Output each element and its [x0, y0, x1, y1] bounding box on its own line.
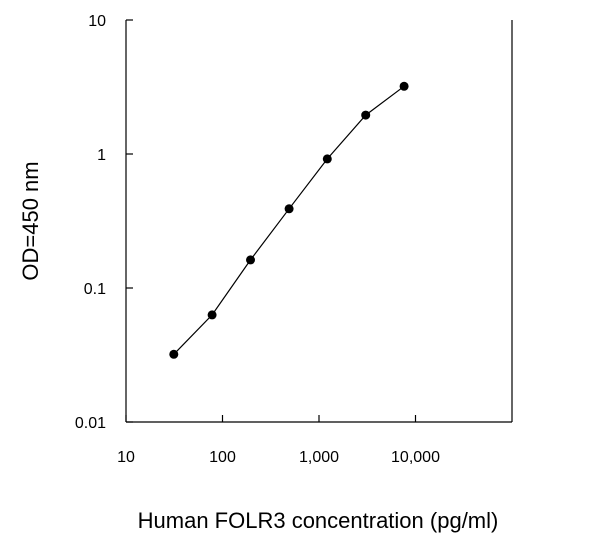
data-point — [246, 255, 255, 265]
x-axis-ticks: 10 100 1,000 10,000 — [117, 415, 440, 466]
data-point — [399, 81, 409, 91]
data-point — [169, 349, 179, 359]
series-layer — [169, 81, 409, 359]
x-tick-label: 10 — [117, 449, 135, 466]
data-point — [284, 204, 294, 214]
x-tick-label: 1,000 — [299, 449, 339, 466]
plot-frame — [125, 20, 513, 423]
y-tick-label: 0.01 — [75, 415, 106, 432]
data-point — [322, 154, 332, 164]
y-tick-label: 10 — [88, 13, 106, 30]
x-tick-label: 100 — [209, 449, 236, 466]
x-axis-title: Human FOLR3 concentration (pg/ml) — [138, 508, 499, 533]
y-axis-title: OD=450 nm — [18, 161, 43, 280]
x-tick-label: 10,000 — [391, 449, 440, 466]
y-tick-label: 1 — [97, 147, 106, 164]
data-point — [361, 110, 371, 120]
y-axis-ticks: 10 1 0.1 0.01 — [75, 13, 133, 432]
data-point — [207, 310, 217, 320]
y-tick-label: 0.1 — [84, 281, 106, 298]
